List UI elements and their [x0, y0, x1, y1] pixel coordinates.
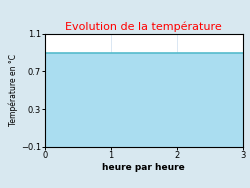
- X-axis label: heure par heure: heure par heure: [102, 163, 185, 172]
- Title: Evolution de la température: Evolution de la température: [66, 21, 222, 32]
- Y-axis label: Température en °C: Température en °C: [8, 54, 18, 126]
